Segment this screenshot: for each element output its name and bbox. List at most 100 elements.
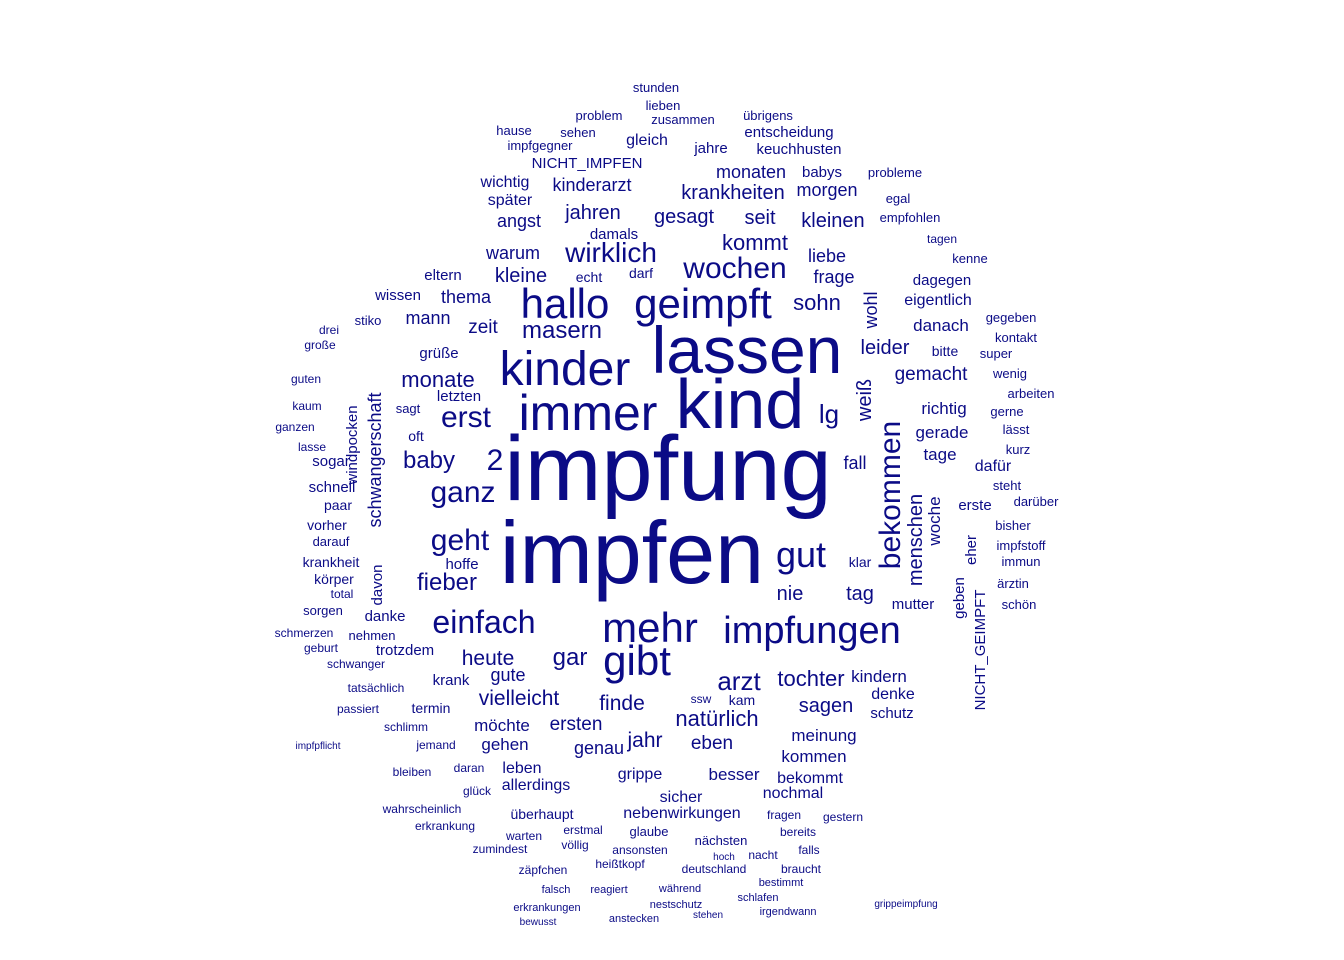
cloud-word: kommt <box>722 230 788 255</box>
cloud-word: meinung <box>791 726 856 745</box>
cloud-word: eher <box>963 535 980 565</box>
cloud-word: baby <box>403 447 455 474</box>
cloud-word: arzt <box>717 666 761 696</box>
cloud-word: kleine <box>495 265 547 287</box>
cloud-word: gemacht <box>895 364 969 385</box>
cloud-word: bewusst <box>520 917 557 928</box>
cloud-word: glück <box>463 784 492 798</box>
cloud-word: NICHT_GEIMPFT <box>972 590 989 711</box>
cloud-word: krankheiten <box>681 182 784 204</box>
cloud-word: wissen <box>374 287 421 304</box>
cloud-word: tatsächlich <box>348 681 405 695</box>
cloud-word: echt <box>576 269 603 285</box>
cloud-word: allerdings <box>502 777 570 794</box>
cloud-word: dafür <box>975 458 1012 475</box>
cloud-word: morgen <box>796 180 857 200</box>
cloud-word: arbeiten <box>1008 386 1055 401</box>
cloud-word: hallo <box>521 280 610 327</box>
cloud-word: geburt <box>304 641 339 655</box>
cloud-word: wenig <box>992 366 1027 381</box>
cloud-word: ssw <box>691 692 712 706</box>
cloud-word: heißtkopf <box>595 857 645 871</box>
cloud-word: schmerzen <box>275 626 334 640</box>
cloud-word: überhaupt <box>510 806 573 822</box>
cloud-word: tagen <box>927 232 957 246</box>
cloud-word: jahr <box>626 729 662 752</box>
cloud-word: davon <box>369 565 386 606</box>
cloud-word: menschen <box>905 494 927 586</box>
cloud-word: denke <box>871 686 915 703</box>
cloud-word: heute <box>462 647 515 670</box>
cloud-word: masern <box>522 317 602 344</box>
cloud-word: vorher <box>307 517 347 533</box>
cloud-word: immer <box>519 385 658 441</box>
cloud-word: bereits <box>780 825 816 839</box>
cloud-word: passiert <box>337 702 380 716</box>
cloud-word: grippe <box>618 766 663 783</box>
cloud-word: übrigens <box>743 108 793 123</box>
cloud-word: deutschland <box>682 862 747 876</box>
cloud-word: gute <box>490 665 525 685</box>
cloud-word: daran <box>454 761 485 775</box>
cloud-word: grüße <box>419 345 458 362</box>
cloud-word: kontakt <box>995 330 1037 345</box>
cloud-word: stunden <box>633 80 679 95</box>
cloud-word: nochmal <box>763 785 823 802</box>
cloud-word: gerne <box>990 404 1023 419</box>
cloud-word: wichtig <box>480 174 530 191</box>
cloud-word: damals <box>590 226 638 243</box>
cloud-word: frage <box>813 267 854 287</box>
cloud-word: wohl <box>861 291 881 329</box>
cloud-word: immun <box>1001 554 1040 569</box>
cloud-word: kinder <box>500 343 631 396</box>
cloud-word: entscheidung <box>744 124 833 141</box>
cloud-word: erste <box>958 497 991 514</box>
cloud-word: möchte <box>474 716 530 735</box>
cloud-word: fall <box>843 453 866 473</box>
cloud-word: kleinen <box>801 210 864 232</box>
cloud-word: impfpflicht <box>295 741 340 752</box>
cloud-word: schutz <box>870 705 913 722</box>
cloud-word: erstmal <box>563 823 602 837</box>
cloud-word: tage <box>923 445 956 464</box>
cloud-word: kind <box>676 365 804 443</box>
cloud-word: glaube <box>629 824 668 839</box>
cloud-word: stehen <box>693 910 723 921</box>
cloud-word: monaten <box>716 162 786 182</box>
cloud-word: erst <box>441 401 492 434</box>
cloud-word: nächsten <box>695 833 748 848</box>
cloud-word: wochen <box>682 252 786 285</box>
cloud-word: sorgen <box>303 603 343 618</box>
cloud-word: gut <box>776 534 826 575</box>
cloud-word: nestschutz <box>650 899 703 911</box>
cloud-word: tochter <box>777 666 844 691</box>
cloud-word: darauf <box>313 534 350 549</box>
cloud-word: eben <box>691 733 733 754</box>
cloud-word: jahren <box>564 202 621 224</box>
cloud-word: impfungen <box>723 610 900 652</box>
cloud-word: leben <box>502 760 541 777</box>
cloud-word: krankheit <box>303 554 360 570</box>
cloud-word: angst <box>497 211 541 231</box>
cloud-word: 2 <box>487 444 504 477</box>
cloud-word: falsch <box>542 884 571 896</box>
cloud-word: lieben <box>646 98 681 113</box>
cloud-word: mutter <box>892 596 935 613</box>
cloud-word: thema <box>441 287 492 307</box>
cloud-word: seit <box>744 207 776 229</box>
cloud-word: wirklich <box>564 237 657 268</box>
cloud-word: liebe <box>808 246 846 266</box>
cloud-word: problem <box>576 108 623 123</box>
cloud-word: nehmen <box>349 628 396 643</box>
cloud-word: wahrscheinlich <box>382 802 462 816</box>
cloud-word: ersten <box>550 714 603 735</box>
cloud-word: finde <box>599 692 645 715</box>
cloud-word: schnell <box>309 479 356 496</box>
cloud-word: hoffe <box>445 556 478 573</box>
cloud-word: bleiben <box>393 765 432 779</box>
cloud-word: anstecken <box>609 913 659 925</box>
cloud-word: kurz <box>1006 442 1031 457</box>
cloud-word: impfen <box>500 503 764 602</box>
cloud-word: gleich <box>626 132 668 149</box>
cloud-word: schwanger <box>327 657 385 671</box>
